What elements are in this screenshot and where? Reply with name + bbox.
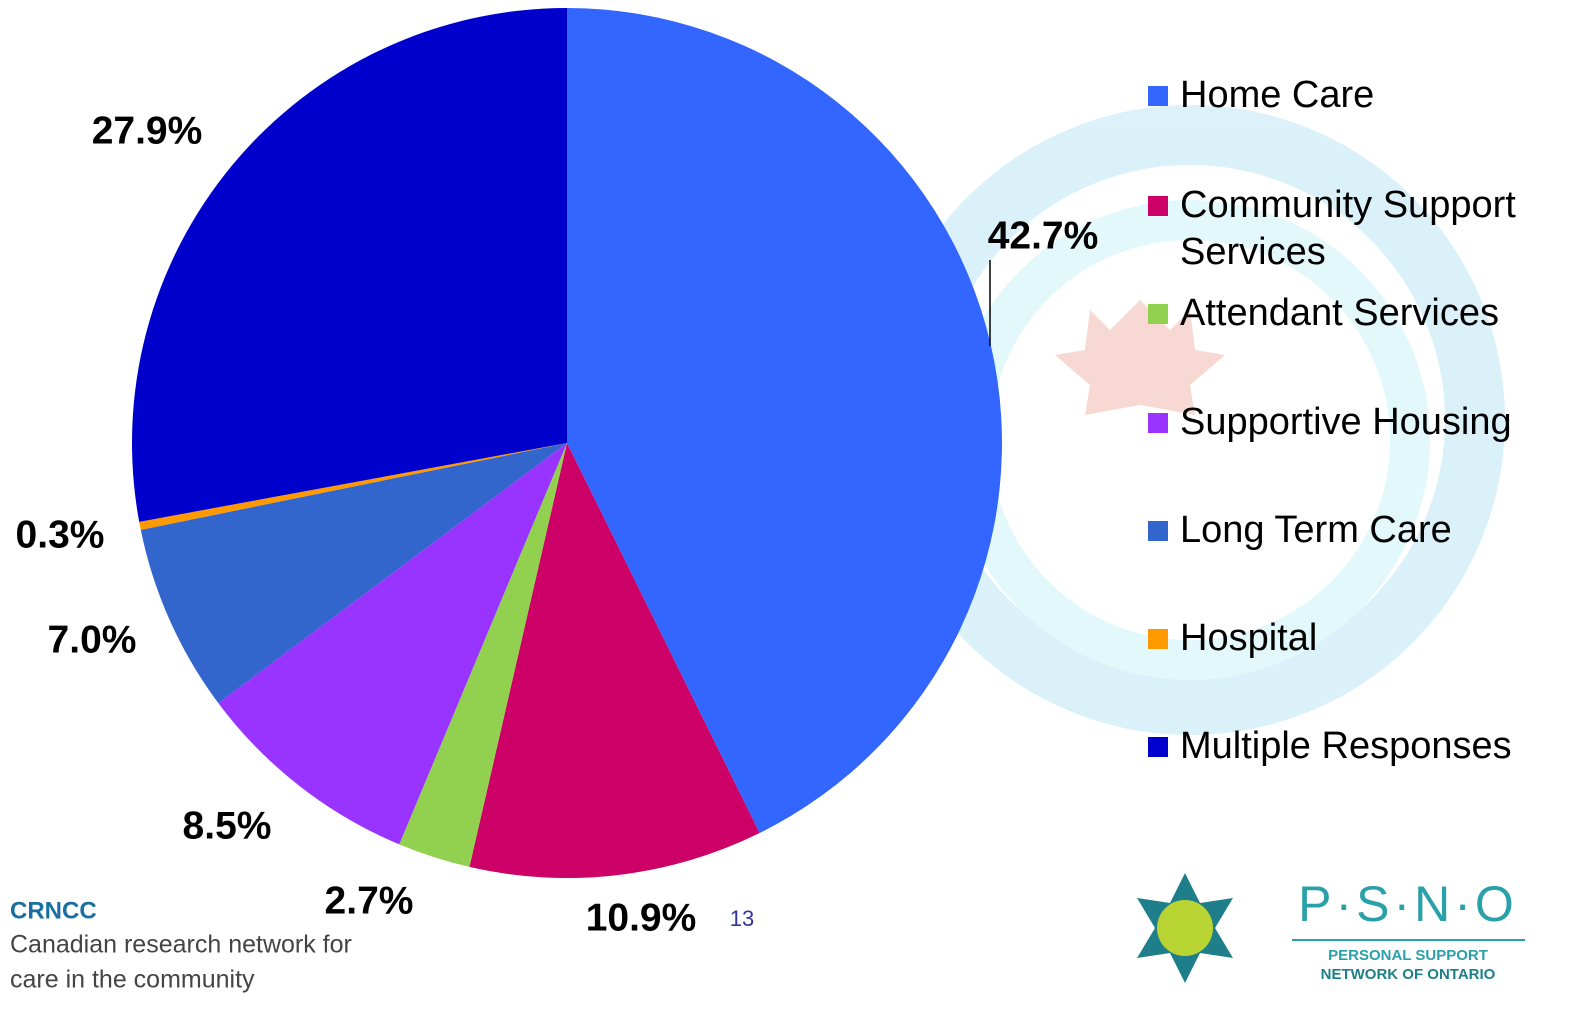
legend-swatch — [1148, 86, 1168, 106]
pie-slice — [567, 8, 1003, 834]
pie-slice — [469, 443, 760, 878]
data-label: 8.5% — [183, 804, 272, 847]
pie-slice — [131, 8, 568, 522]
legend-item: Long Term Care — [1146, 507, 1586, 554]
data-label: 2.7% — [325, 879, 414, 922]
legend-item: Attendant Services — [1146, 290, 1586, 337]
legend-label: Home Care — [1180, 74, 1375, 116]
legend-item: Supportive Housing — [1146, 399, 1586, 446]
legend-swatch — [1148, 629, 1168, 649]
legend-label: Community Support Services — [1180, 184, 1516, 273]
partner-short: P·S·N·O — [1298, 876, 1518, 932]
page-number: 13 — [730, 906, 754, 931]
partner-name: PERSONAL SUPPORT — [1328, 947, 1488, 964]
org-name: care in the community — [10, 966, 255, 994]
legend-label: Supportive Housing — [1180, 401, 1512, 443]
org-short: CRNCC — [10, 897, 97, 924]
legend-label: Multiple Responses — [1180, 725, 1512, 767]
data-label: 0.3% — [16, 513, 105, 556]
legend-swatch — [1148, 196, 1168, 216]
partner-logo-icon — [1137, 873, 1233, 983]
legend-swatch — [1148, 413, 1168, 433]
legend-label: Hospital — [1180, 617, 1318, 659]
pie-slice — [399, 443, 567, 867]
data-label: 7.0% — [48, 618, 137, 661]
pie-slice — [140, 443, 567, 704]
legend-swatch — [1148, 521, 1168, 541]
legend-label: Attendant Services — [1180, 292, 1499, 334]
pie-slice — [139, 443, 567, 530]
org-name: Canadian research network for — [10, 931, 352, 959]
data-label: 42.7% — [988, 214, 1099, 257]
pie — [131, 8, 1003, 878]
legend-item: Home Care — [1146, 72, 1586, 119]
data-label: 10.9% — [586, 896, 697, 939]
pie-slice — [218, 443, 567, 845]
legend-swatch — [1148, 737, 1168, 757]
data-label: 27.9% — [92, 109, 203, 152]
legend-label: Long Term Care — [1180, 509, 1452, 551]
partner-name: NETWORK OF ONTARIO — [1321, 966, 1496, 983]
legend-item: Hospital — [1146, 615, 1586, 662]
legend-item: Multiple Responses — [1146, 723, 1586, 770]
legend-item: Community Support Services — [1146, 182, 1586, 276]
legend-swatch — [1148, 304, 1168, 324]
